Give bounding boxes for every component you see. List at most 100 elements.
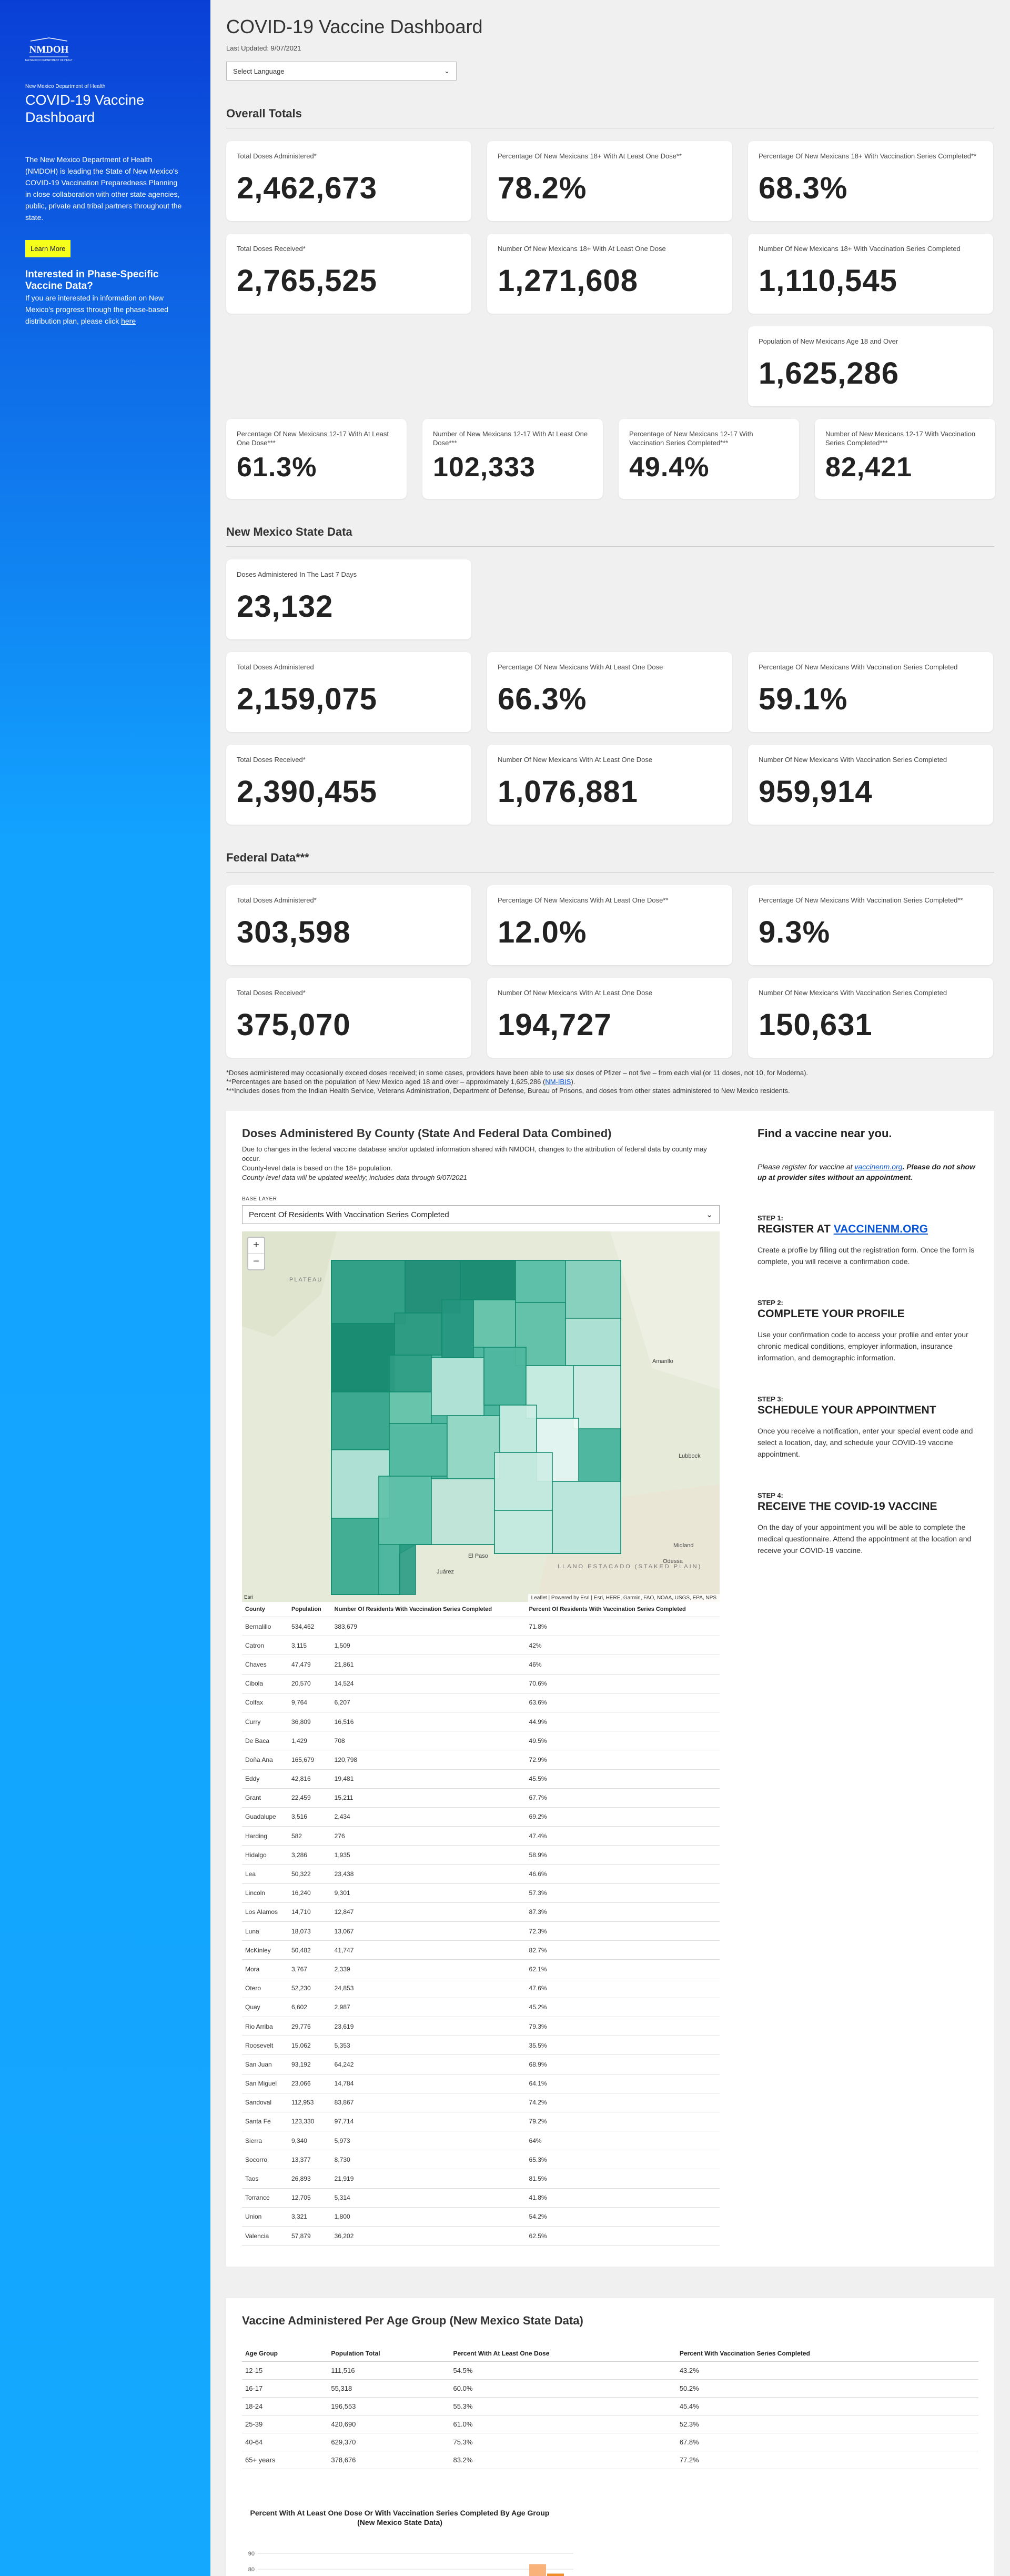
table-cell: 23,438 [331,1864,526,1884]
chart-bar[interactable] [547,2573,564,2576]
county-sierra[interactable] [378,1476,432,1545]
state-cards: Doses Administered In The Last 7 Days 23,… [226,559,994,825]
phase-data-link[interactable]: here [121,317,136,325]
col-population[interactable]: Population [288,1602,331,1617]
table-cell: 71.8% [526,1617,720,1637]
county-mckinley[interactable] [331,1323,395,1392]
county-torrance[interactable] [431,1357,484,1416]
language-select[interactable]: Select Language ⌄ [226,62,457,81]
footnotes: *Doses administered may occasionally exc… [226,1068,994,1095]
county-santa-fe[interactable] [441,1299,474,1358]
county-map-svg[interactable]: PLATEAU LLANO ESTACADO (STAKED PLAIN) El… [242,1231,720,1602]
table-row: De Baca 1,429 708 49.5% [242,1731,720,1751]
county-union[interactable] [565,1260,621,1319]
table-cell: Colfax [242,1693,288,1712]
zoom-in-button[interactable]: + [248,1238,264,1254]
col-county[interactable]: County [242,1602,288,1617]
vaccinenm-link[interactable]: vaccinenm.org [854,1162,903,1171]
table-cell: 420,690 [328,2415,450,2434]
language-select-value: Select Language [233,67,285,75]
stat-label: Total Doses Received* [237,989,306,997]
stat-card: Percentage Of New Mexicans 18+ With At L… [487,141,732,221]
learn-more-button[interactable]: Learn More [25,240,71,257]
county-lea[interactable] [552,1481,621,1554]
county-sandoval[interactable] [394,1312,442,1356]
county-cibola[interactable] [331,1391,390,1450]
table-row: Chaves 47,479 21,861 46% [242,1655,720,1675]
sidebar-intro: The New Mexico Department of Health (NMD… [25,155,182,222]
county-dona-ana[interactable] [399,1544,416,1595]
county-eddy[interactable] [494,1510,553,1554]
map-attribution[interactable]: Leaflet | Powered by Esri | Esri, HERE, … [528,1594,720,1602]
stat-value: 2,159,075 [237,682,378,716]
stat-value: 1,625,286 [759,356,900,390]
county-lincoln[interactable] [447,1415,500,1479]
step-number: STEP 1: [758,1214,783,1222]
stat-label: Percentage Of New Mexicans With Vaccinat… [759,896,963,904]
table-row: Doña Ana 165,679 120,798 72.9% [242,1750,720,1770]
table-cell: 3,321 [288,2207,331,2227]
table-cell: 120,798 [331,1750,526,1770]
table-row: Hidalgo 3,286 1,935 58.9% [242,1845,720,1865]
zoom-out-button[interactable]: − [253,1255,259,1267]
table-cell: 23,066 [288,2074,331,2093]
chart-bar[interactable] [529,2564,546,2576]
county-guadalupe[interactable] [483,1347,527,1406]
table-cell: 65+ years [242,2451,328,2470]
table-row: 12-15 111,516 54.5% 43.2% [242,2361,978,2380]
county-description: Due to changes in the federal vaccine da… [242,1145,720,1182]
stat-card: Number Of New Mexicans With Vaccination … [748,745,993,825]
county-map[interactable]: PLATEAU LLANO ESTACADO (STAKED PLAIN) El… [242,1231,720,1602]
county-bernalillo[interactable] [389,1355,432,1392]
county-taos[interactable] [460,1260,516,1300]
stat-value: 9.3% [759,915,831,949]
nm-ibis-link[interactable]: NM-IBIS [545,1078,571,1086]
col-series-completed[interactable]: Percent With Vaccination Series Complete… [676,2346,978,2362]
col-completed[interactable]: Number Of Residents With Vaccination Ser… [331,1602,526,1617]
county-grant[interactable] [331,1518,379,1595]
table-cell: 24,853 [331,1979,526,1998]
stat-label: Total Doses Received* [237,756,306,764]
county-harding[interactable] [565,1318,621,1366]
county-chaves[interactable] [494,1452,553,1511]
county-san-juan[interactable] [331,1260,406,1324]
col-one-dose[interactable]: Percent With At Least One Dose [450,2346,676,2362]
county-colfax[interactable] [515,1260,566,1303]
county-table-body: Bernalillo 534,462 383,679 71.8% Catron 3,115… [242,1617,720,2246]
table-cell: Valencia [242,2226,288,2246]
table-row: Santa Fe 123,330 97,714 79.2% [242,2112,720,2132]
table-row: San Miguel 23,066 14,784 64.1% [242,2074,720,2093]
base-layer-select[interactable]: Percent Of Residents With Vaccination Se… [242,1205,720,1224]
nmdoh-logo[interactable]: NMDOH NEW MEXICO DEPARTMENT OF HEALTH [23,37,75,63]
footnote-1: *Doses administered may occasionally exc… [226,1069,809,1077]
stat-label: Number Of New Mexicans 18+ With At Least… [498,245,666,253]
county-mora[interactable] [473,1299,516,1348]
table-cell: 46.6% [526,1864,720,1884]
table-cell: 22,459 [288,1788,331,1808]
table-cell: 18-24 [242,2397,328,2416]
col-percent[interactable]: Percent Of Residents With Vaccination Se… [526,1602,720,1617]
table-cell: Eddy [242,1769,288,1789]
table-cell: Quay [242,1998,288,2017]
county-de-baca[interactable] [499,1405,537,1453]
card-spacer [487,326,732,406]
col-population-total[interactable]: Population Total [328,2346,450,2362]
step-title-text: REGISTER AT [758,1223,834,1235]
register-link[interactable]: VACCINENM.ORG [833,1223,928,1235]
county-curry[interactable] [573,1365,621,1429]
county-valencia[interactable] [389,1391,432,1424]
county-socorro[interactable] [389,1423,448,1477]
stat-value: 1,110,545 [759,264,897,298]
table-cell: 44.9% [526,1712,720,1732]
col-age-group[interactable]: Age Group [242,2346,328,2362]
table-cell: 13,067 [331,1921,526,1941]
table-cell: 5,353 [331,2036,526,2056]
table-cell: 87.3% [526,1902,720,1922]
age-chart: 908070 [248,2551,573,2576]
stat-value: 12.0% [498,915,587,949]
table-row: Otero 52,230 24,853 47.6% [242,1979,720,1998]
table-cell: 582 [288,1826,331,1846]
county-panel: Doses Administered By County (State And … [226,1111,994,2267]
county-otero[interactable] [431,1478,495,1545]
table-cell: 16,240 [288,1883,331,1903]
